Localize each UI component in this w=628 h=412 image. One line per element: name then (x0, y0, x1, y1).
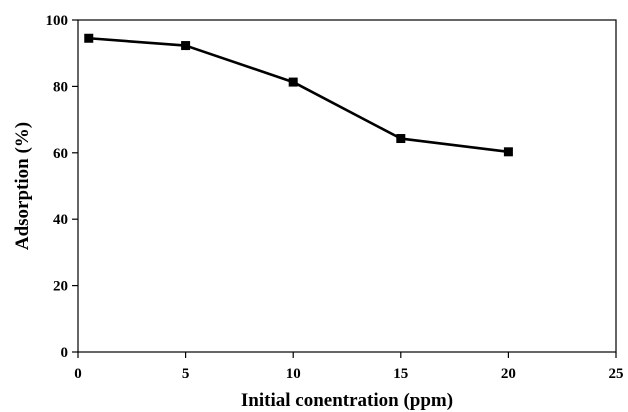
data-point-marker (84, 33, 94, 43)
x-tick-label: 0 (74, 366, 82, 382)
x-tick-label: 15 (393, 366, 408, 382)
x-tick-label: 5 (182, 366, 190, 382)
y-tick-label: 80 (53, 79, 68, 95)
y-tick-label: 40 (53, 212, 68, 228)
series-group (84, 33, 513, 157)
x-axis-ticks: 0 5 10 15 20 25 (74, 352, 624, 382)
data-point-marker (181, 41, 191, 51)
data-point-marker (288, 77, 298, 87)
data-point-marker (396, 134, 406, 144)
y-tick-label: 100 (46, 13, 69, 29)
x-axis-title: Initial conentration (ppm) (241, 390, 453, 411)
x-tick-label: 20 (501, 366, 516, 382)
x-tick-label: 10 (286, 366, 301, 382)
plot-area (77, 19, 617, 353)
data-point-marker (503, 147, 513, 157)
y-axis-ticks: 0 20 40 60 80 100 (46, 13, 78, 361)
y-tick-label: 60 (53, 146, 68, 162)
y-tick-label: 0 (61, 345, 69, 361)
y-axis-title: Adsorption (%) (12, 122, 33, 250)
y-tick-label: 20 (53, 279, 68, 295)
x-tick-label: 25 (609, 366, 624, 382)
